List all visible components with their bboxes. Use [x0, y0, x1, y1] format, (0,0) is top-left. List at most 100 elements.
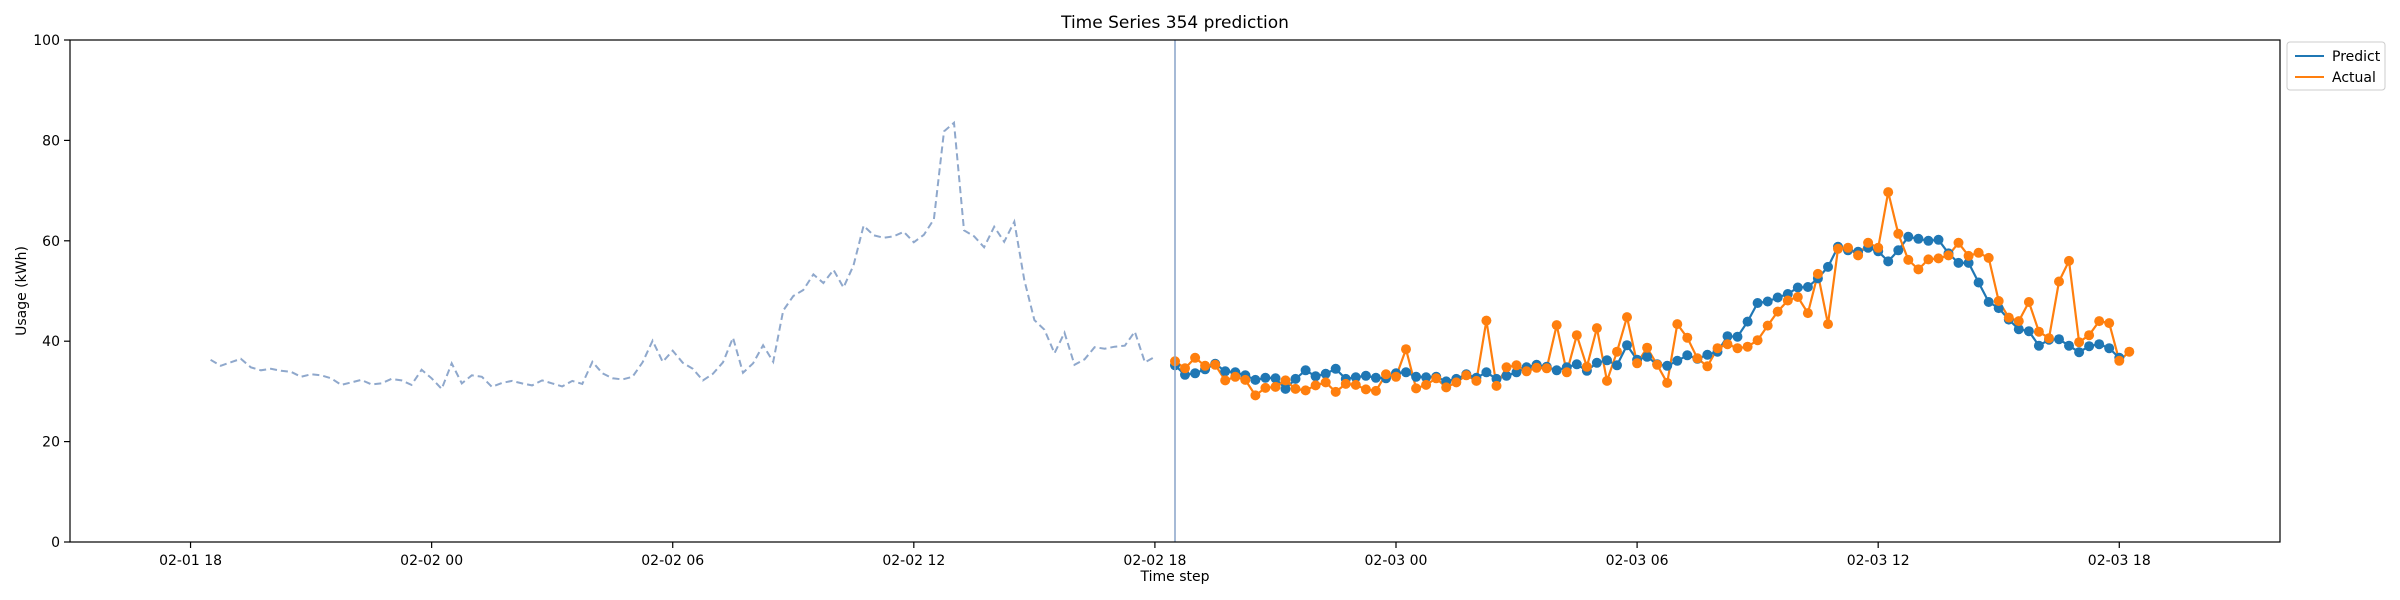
data-point-actual [1370, 385, 1381, 396]
y-tick-label: 60 [42, 234, 60, 250]
data-point-actual [1190, 352, 1201, 363]
data-point-predict [2023, 326, 2034, 337]
data-point-actual [2013, 316, 2024, 327]
data-point-actual [1250, 390, 1261, 401]
chart-title: Time Series 354 prediction [1060, 13, 1289, 33]
legend-label-actual: Actual [2332, 70, 2376, 86]
data-point-actual [1230, 371, 1241, 382]
data-point-actual [2114, 355, 2125, 366]
data-point-actual [1963, 250, 1974, 261]
data-point-predict [1772, 292, 1783, 303]
data-point-predict [1953, 257, 1964, 268]
y-tick-label: 80 [42, 133, 60, 149]
data-point-actual [1381, 369, 1391, 380]
data-point-predict [1501, 370, 1512, 381]
y-tick-label: 40 [42, 334, 60, 350]
data-point-predict [1742, 316, 1753, 327]
data-point-actual [1602, 375, 1612, 386]
data-point-actual [1702, 361, 1713, 372]
data-point-actual [1551, 320, 1562, 331]
data-point-actual [1340, 378, 1351, 389]
data-point-actual [1712, 343, 1723, 354]
data-point-actual [1692, 353, 1703, 364]
data-point-predict [1662, 360, 1673, 371]
data-point-actual [1612, 346, 1622, 357]
data-point-actual [1883, 187, 1894, 198]
data-point-actual [1501, 362, 1512, 373]
data-point-predict [2094, 339, 2105, 350]
data-point-predict [1571, 359, 1582, 370]
data-point-actual [1270, 381, 1281, 392]
data-point-actual [1210, 359, 1221, 370]
data-point-predict [1672, 355, 1683, 366]
data-point-actual [1863, 237, 1874, 248]
data-point-actual [1833, 243, 1843, 254]
data-point-actual [1511, 360, 1522, 371]
history-line [210, 120, 1156, 391]
data-point-actual [1873, 242, 1884, 253]
y-axis-label: Usage (kWh) [14, 246, 30, 336]
x-tick-label: 02-03 12 [1847, 553, 1910, 569]
data-point-predict [2054, 334, 2064, 345]
data-point-predict [1511, 367, 1522, 378]
data-point-predict [1602, 355, 1612, 366]
x-tick-label: 02-02 18 [1123, 553, 1186, 569]
data-point-actual [1802, 308, 1813, 319]
data-point-actual [2124, 346, 2135, 357]
data-point-actual [1471, 375, 1482, 386]
data-point-actual [1983, 252, 1994, 263]
data-point-actual [2104, 318, 2115, 329]
data-point-actual [1943, 250, 1954, 261]
data-point-predict [1933, 234, 1944, 245]
data-point-actual [1843, 242, 1853, 253]
data-point-actual [1722, 339, 1733, 350]
data-point-actual [2084, 330, 2095, 341]
data-point-predict [1360, 370, 1371, 381]
data-point-predict [1732, 331, 1743, 342]
data-point-actual [1521, 366, 1532, 377]
data-point-actual [1732, 343, 1743, 354]
data-point-actual [1823, 319, 1833, 330]
x-tick-label: 02-03 00 [1365, 553, 1428, 569]
legend-label-predict: Predict [2332, 49, 2381, 65]
data-point-predict [1792, 282, 1803, 293]
data-point-actual [1320, 377, 1331, 388]
data-point-predict [1762, 296, 1773, 307]
data-point-predict [1310, 371, 1321, 382]
data-point-predict [2013, 324, 2024, 335]
data-point-actual [1461, 370, 1472, 381]
data-point-actual [1993, 296, 2004, 306]
x-tick-label: 02-01 18 [159, 553, 222, 569]
data-point-actual [2064, 255, 2074, 266]
data-point-actual [1903, 254, 1914, 265]
data-point-predict [1320, 368, 1331, 379]
data-point-actual [1953, 237, 1964, 248]
x-axis-ticks: 02-01 18 02-02 00 02-02 06 02-02 12 02-02 18… [159, 542, 2151, 569]
data-point-predict [2074, 347, 2085, 358]
data-point-actual [1220, 375, 1231, 386]
data-point-actual [1973, 247, 1984, 258]
data-point-predict [1913, 233, 1924, 244]
x-tick-label: 02-03 18 [2088, 553, 2151, 569]
data-point-actual [1923, 254, 1934, 265]
data-point-predict [2033, 340, 2044, 351]
data-point-actual [1360, 384, 1371, 395]
data-point-actual [1391, 371, 1401, 382]
data-point-actual [1411, 383, 1422, 394]
data-point-predict [1330, 363, 1341, 374]
data-point-actual [1571, 330, 1582, 341]
data-point-predict [1642, 351, 1653, 362]
data-point-actual [1762, 320, 1773, 331]
data-point-predict [1983, 297, 1994, 307]
data-point-predict [1993, 303, 2004, 314]
data-point-predict [1752, 298, 1763, 308]
data-point-actual [1401, 344, 1411, 355]
data-point-predict [1903, 231, 1914, 242]
data-point-predict [1973, 277, 1984, 288]
data-point-predict [1702, 349, 1713, 360]
data-point-predict [1401, 367, 1411, 378]
data-point-actual [1632, 358, 1643, 369]
data-point-actual [1933, 253, 1944, 264]
data-point-predict [1280, 383, 1291, 394]
data-point-actual [2094, 316, 2105, 327]
